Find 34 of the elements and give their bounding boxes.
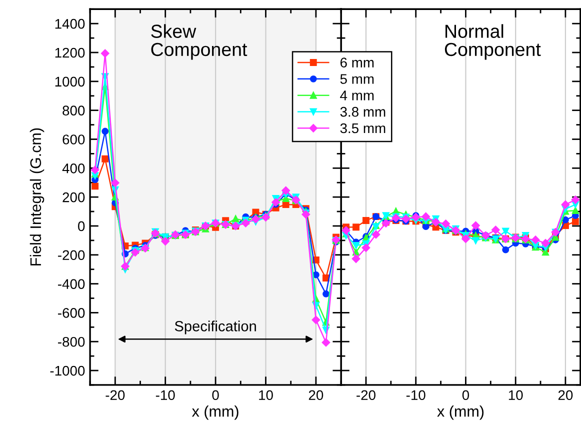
y-tick-label: -200 <box>58 250 85 260</box>
legend-label: 4 mm <box>340 90 374 100</box>
x-axis-title: x (mm) <box>437 406 484 420</box>
x-tick-label: -10 <box>156 390 175 400</box>
y-tick-label: 0 <box>78 221 85 232</box>
text: Skew Component <box>151 24 248 60</box>
y-tick-label: -400 <box>58 279 85 289</box>
x-tick-label: 10 <box>508 390 523 400</box>
x-tick-label: 20 <box>308 390 324 400</box>
y-tick-label: -1000 <box>50 366 85 376</box>
x-tick-label: -20 <box>106 390 125 400</box>
y-tick-label: 1000 <box>55 76 85 87</box>
legend-label: 6 mm <box>340 58 374 68</box>
x-tick-label: 0 <box>212 390 219 400</box>
legend-label: 3.5 mm <box>340 123 386 134</box>
y-tick-label: 400 <box>62 163 85 174</box>
y-tick-label: -800 <box>58 336 85 347</box>
y-tick-label: 600 <box>62 134 85 144</box>
y-tick-label: 800 <box>62 106 85 116</box>
legend-label: 3.8 mm <box>340 106 386 117</box>
x-tick-label: -10 <box>406 390 426 400</box>
text: Normal Component <box>444 24 541 60</box>
x-axis-title: x (mm) <box>192 406 238 420</box>
x-tick-label: -20 <box>356 390 376 400</box>
y-tick-label: 1200 <box>55 48 85 58</box>
y-tick-label: -600 <box>58 308 85 318</box>
x-tick-label: 0 <box>462 390 470 400</box>
y-tick-label: 200 <box>62 192 85 202</box>
y-tick-label: 1400 <box>55 18 85 29</box>
band-label: Specification <box>174 320 256 334</box>
x-tick-label: 20 <box>558 390 573 400</box>
y-axis-title: Field Integral (G.cm) <box>30 128 44 266</box>
legend-label: 5 mm <box>340 74 374 84</box>
x-tick-label: 10 <box>259 390 273 400</box>
